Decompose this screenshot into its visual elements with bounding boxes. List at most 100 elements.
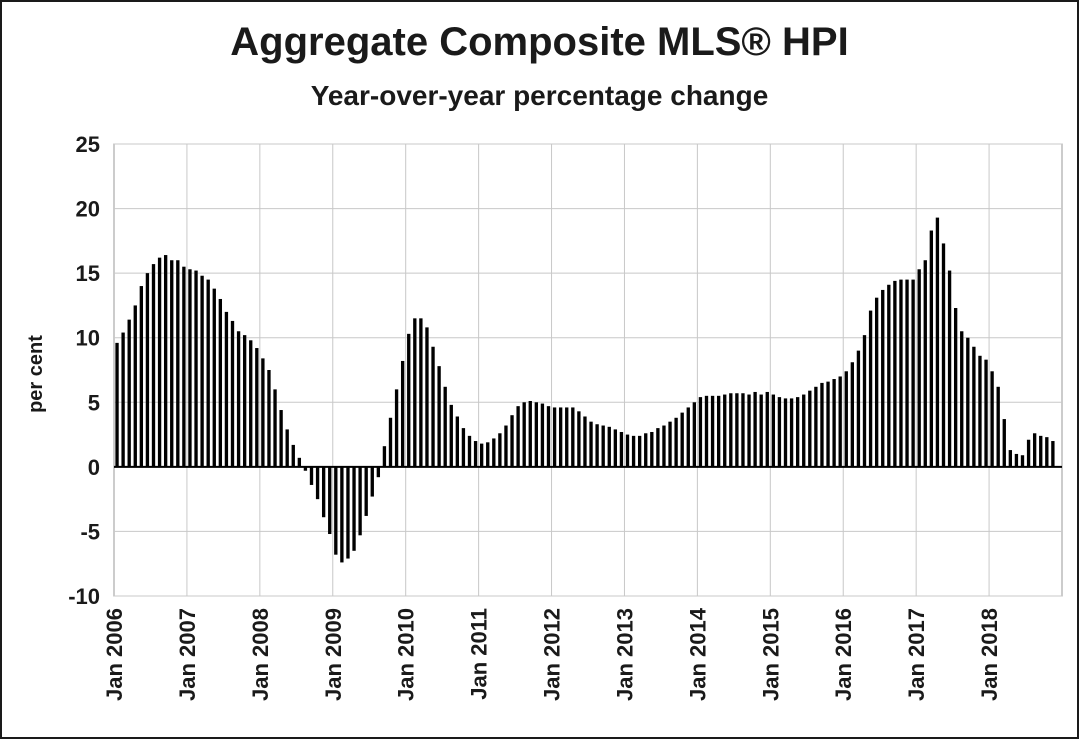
- bar: [856, 350, 861, 467]
- bar: [261, 358, 265, 467]
- bar: [400, 360, 405, 467]
- bar: [820, 382, 824, 467]
- bar: [334, 466, 338, 555]
- bar: [303, 466, 308, 471]
- bar: [844, 371, 848, 467]
- bar: [905, 279, 909, 467]
- bar: [716, 395, 721, 467]
- bar: [698, 397, 703, 467]
- bar: [607, 426, 611, 467]
- bar: [279, 410, 283, 467]
- bar: [492, 438, 496, 467]
- bar: [674, 417, 678, 467]
- bar: [218, 298, 223, 467]
- bar: [613, 429, 618, 467]
- bar: [565, 407, 569, 467]
- bar: [1014, 453, 1019, 467]
- bar: [1032, 433, 1037, 467]
- bar: [911, 279, 915, 467]
- bar: [723, 394, 727, 467]
- bar: [874, 297, 879, 467]
- bar: [577, 411, 581, 467]
- bar: [668, 421, 672, 467]
- x-tick-label: Jan 2010: [394, 608, 419, 701]
- bar: [419, 318, 423, 467]
- bar: [467, 435, 472, 467]
- bar: [802, 394, 806, 467]
- bar: [832, 379, 836, 467]
- y-tick-label: 25: [76, 132, 100, 157]
- y-tick-label: -10: [68, 584, 100, 609]
- bar: [388, 417, 393, 467]
- bar: [291, 444, 295, 467]
- bar: [984, 359, 988, 467]
- bar: [960, 331, 964, 467]
- bar: [826, 381, 830, 467]
- bar: [230, 320, 235, 467]
- bar: [534, 402, 539, 467]
- bar: [437, 366, 441, 467]
- bar: [966, 337, 970, 467]
- bar: [121, 332, 125, 467]
- bar: [656, 428, 660, 467]
- plot-frame: [113, 143, 1063, 597]
- bar: [431, 346, 435, 467]
- bar: [504, 425, 508, 467]
- bar: [522, 402, 526, 467]
- bar: [947, 270, 952, 467]
- x-tick-label: Jan 2018: [977, 608, 1002, 701]
- bar: [133, 305, 137, 467]
- bar: [729, 393, 733, 467]
- bar: [358, 466, 362, 536]
- bar: [1020, 455, 1025, 467]
- bar: [242, 335, 247, 467]
- bar: [625, 434, 630, 467]
- bar: [589, 421, 593, 467]
- x-tick-label: Jan 2012: [540, 608, 565, 701]
- bar: [923, 260, 927, 467]
- bar: [182, 266, 186, 467]
- chart-subtitle: Year-over-year percentage change: [310, 80, 769, 111]
- bar: [692, 402, 697, 467]
- y-tick-label: 10: [76, 326, 100, 351]
- bar: [352, 466, 356, 551]
- bar: [200, 275, 204, 467]
- y-tick-label: 15: [76, 261, 100, 286]
- bar: [273, 389, 277, 467]
- bar: [528, 400, 532, 467]
- x-tick-label: Jan 2014: [685, 607, 710, 701]
- bar: [795, 397, 800, 467]
- bar: [224, 311, 229, 467]
- bar: [935, 217, 940, 467]
- bar: [735, 393, 739, 467]
- bar: [309, 466, 314, 485]
- x-tick-label: Jan 2008: [248, 608, 273, 701]
- bar: [881, 289, 885, 467]
- bar: [1039, 435, 1043, 467]
- bar: [249, 340, 253, 467]
- bar: [899, 279, 903, 467]
- bar: [236, 331, 241, 467]
- bar: [850, 362, 855, 467]
- bar: [747, 394, 751, 467]
- bar: [498, 433, 502, 467]
- bar: [1002, 419, 1006, 467]
- bar: [425, 327, 429, 467]
- bar: [789, 398, 794, 467]
- bar: [407, 333, 411, 467]
- bar: [443, 386, 447, 467]
- bar: [771, 394, 776, 467]
- bar: [297, 457, 302, 467]
- bar: [540, 403, 545, 467]
- bar: [285, 429, 289, 467]
- bar: [328, 466, 332, 535]
- bar: [753, 391, 757, 467]
- bar: [552, 407, 557, 467]
- x-tick-label: Jan 2011: [467, 608, 492, 700]
- bar: [145, 273, 150, 467]
- bar: [461, 428, 466, 467]
- bar: [115, 342, 119, 467]
- x-tick-label: Jan 2017: [904, 608, 929, 701]
- bar: [449, 404, 453, 467]
